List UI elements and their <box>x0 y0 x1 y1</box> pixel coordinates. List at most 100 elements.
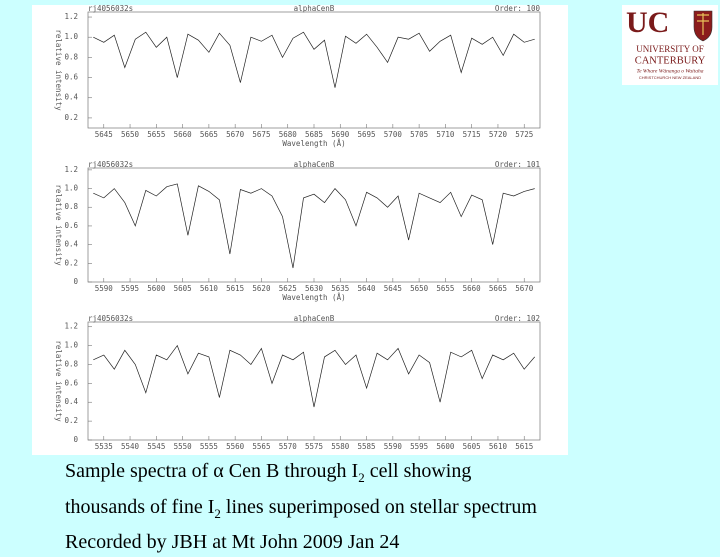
x-tick-label: 5545 <box>147 442 165 451</box>
caption-line: Recorded by JBH at Mt John 2009 Jan 24 <box>65 528 537 557</box>
x-tick-label: 5650 <box>121 130 140 139</box>
header-right: Order: 100 <box>495 5 541 13</box>
x-tick-label: 5715 <box>463 130 481 139</box>
panel-bg <box>32 5 568 455</box>
x-tick-label: 5655 <box>147 130 165 139</box>
x-tick-label: 5590 <box>95 284 114 293</box>
y-axis-label: relative intensity <box>54 29 63 111</box>
x-tick-label: 5575 <box>305 442 323 451</box>
y-tick-label: 0.4 <box>64 397 78 406</box>
x-tick-label: 5610 <box>200 284 219 293</box>
x-tick-label: 5655 <box>436 284 454 293</box>
caption-text: Sample spectra of α Cen B through I <box>65 460 359 482</box>
x-tick-label: 5620 <box>252 284 271 293</box>
x-tick-label: 5660 <box>174 130 193 139</box>
logo-crest-detail <box>697 13 709 35</box>
y-tick-label: 0.8 <box>64 52 78 61</box>
y-axis-label: relative intensity <box>54 184 63 266</box>
y-tick-label: 1.2 <box>64 165 78 174</box>
spectrum-line <box>93 183 535 269</box>
x-tick-label: 5535 <box>95 442 113 451</box>
slide: rj4056032s alphaCenB Order: 100 0.2 0.4 0.6 0.… <box>32 5 718 553</box>
x-tick-label: 5710 <box>436 130 455 139</box>
header-left: rj4056032s <box>88 314 133 323</box>
caption-text: thousands of fine I <box>65 495 215 518</box>
x-tick-label: 5615 <box>226 284 244 293</box>
header-left: rj4056032s <box>88 160 133 169</box>
x-tick-label: 5540 <box>121 442 140 451</box>
x-tick-label: 5565 <box>252 442 270 451</box>
x-tick-label: 5720 <box>489 130 508 139</box>
x-tick-label: 5555 <box>200 442 218 451</box>
y-tick-label: 1.0 <box>64 341 78 350</box>
x-tick-label: 5645 <box>95 130 113 139</box>
x-tick-label: 5705 <box>410 130 428 139</box>
header-right: Order: 101 <box>495 160 540 169</box>
y-tick-label: 0.8 <box>64 359 78 368</box>
logo-name: UNIVERSITY OF <box>636 44 703 54</box>
x-tick-label: 5630 <box>305 284 324 293</box>
header-left: rj4056032s <box>88 5 133 13</box>
y-tick-label: 0 <box>73 435 78 444</box>
caption-text: Recorded by JBH at Mt John 2009 Jan 24 <box>65 531 400 553</box>
x-tick-label: 5665 <box>200 130 218 139</box>
x-axis-label: Wavelength (Å) <box>282 293 345 302</box>
subscript: 2 <box>358 470 365 485</box>
logo-name: CANTERBURY <box>635 55 706 66</box>
y-tick-label: 1.0 <box>64 184 78 193</box>
x-tick-label: 5600 <box>147 284 166 293</box>
x-tick-label: 5690 <box>331 130 350 139</box>
x-tick-label: 5560 <box>226 442 245 451</box>
x-tick-label: 5725 <box>515 130 533 139</box>
logo-maori: Te Whare Wānanga o Waitaha <box>637 68 704 74</box>
x-tick-label: 5665 <box>489 284 507 293</box>
y-tick-label: 0.2 <box>64 258 78 267</box>
y-tick-label: 0.4 <box>64 240 78 249</box>
logo-graphic: UC UNIVERSITY OF CANTERBURY Te Whare Wān… <box>626 6 713 80</box>
spectrum-line <box>93 344 535 408</box>
x-tick-label: 5695 <box>358 130 376 139</box>
y-tick-label: 1.0 <box>64 32 78 41</box>
x-tick-label: 5635 <box>331 284 349 293</box>
x-tick-label: 5570 <box>279 442 298 451</box>
x-tick-label: 5580 <box>331 442 350 451</box>
x-tick-label: 5640 <box>358 284 377 293</box>
header-right: Order: 102 <box>495 314 540 323</box>
y-tick-label: 0.6 <box>64 221 78 230</box>
y-tick-label: 0.8 <box>64 202 78 211</box>
x-tick-label: 5605 <box>463 442 481 451</box>
x-tick-label: 5700 <box>384 130 403 139</box>
x-tick-label: 5600 <box>436 442 455 451</box>
x-tick-label: 5595 <box>121 284 139 293</box>
subscript: 2 <box>214 505 221 521</box>
x-tick-label: 5685 <box>305 130 323 139</box>
chart-title: alphaCenB <box>294 314 335 323</box>
caption-line: thousands of fine I2 lines superimposed … <box>65 493 537 529</box>
caption-line: Sample spectra of α Cen B through I2 cel… <box>65 457 537 493</box>
chart-title: alphaCenB <box>294 160 335 169</box>
caption: Sample spectra of α Cen B through I2 cel… <box>65 457 537 557</box>
logo-mark: UC <box>626 6 669 39</box>
x-tick-label: 5605 <box>174 284 192 293</box>
chart-panel: rj4056032s alphaCenB Order: 100 0.2 0.4 0.6 0.… <box>32 5 568 455</box>
x-tick-label: 5610 <box>489 442 508 451</box>
chart-title: alphaCenB <box>294 5 335 13</box>
x-tick-label: 5680 <box>279 130 298 139</box>
x-tick-label: 5660 <box>463 284 482 293</box>
y-tick-label: 0.2 <box>64 416 78 425</box>
x-tick-label: 5670 <box>515 284 534 293</box>
y-tick-label: 0.6 <box>64 378 78 387</box>
x-tick-label: 5650 <box>410 284 429 293</box>
y-tick-label: 0.2 <box>64 113 78 122</box>
x-axis-label: Wavelength (Å) <box>282 139 345 148</box>
y-tick-label: 1.2 <box>64 322 78 331</box>
logo-city: CHRISTCHURCH NEW ZEALAND <box>639 75 701 80</box>
y-axis-label: relative intensity <box>54 340 63 422</box>
caption-text: cell showing <box>364 460 472 482</box>
caption-text: lines superimposed on stellar spectrum <box>220 495 537 518</box>
x-tick-label: 5585 <box>358 442 376 451</box>
y-tick-label: 0.6 <box>64 73 78 82</box>
x-tick-label: 5670 <box>226 130 245 139</box>
logo: UC UNIVERSITY OF CANTERBURY Te Whare Wān… <box>622 5 718 85</box>
spectrum-line <box>93 31 535 88</box>
